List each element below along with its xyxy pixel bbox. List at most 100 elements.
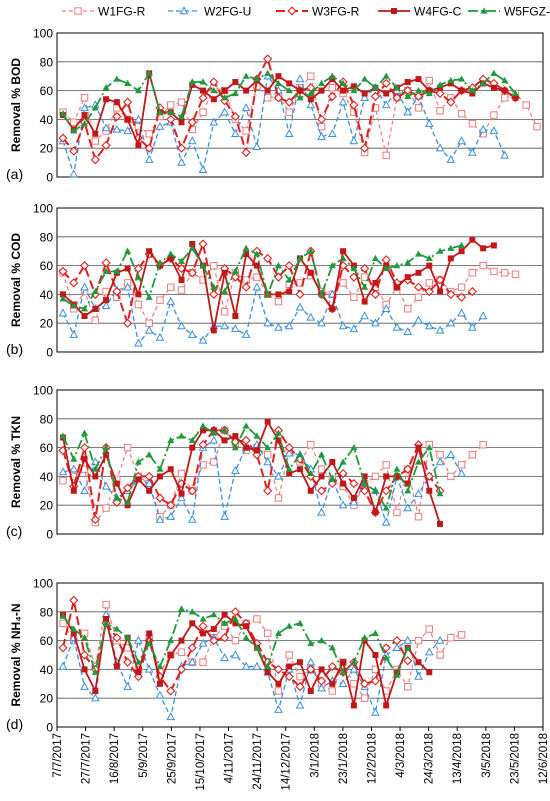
marker-w5fgz-r bbox=[81, 120, 89, 127]
marker-w5fgz-r bbox=[414, 250, 423, 257]
marker-w5fgz-r bbox=[177, 257, 186, 264]
marker-w2fg-u bbox=[241, 103, 251, 112]
marker-w2fg-u bbox=[424, 321, 434, 330]
marker-w4fg-c bbox=[490, 242, 497, 249]
marker-w5fgz-r bbox=[102, 619, 110, 626]
marker-w5fgz-r bbox=[404, 92, 412, 99]
marker-w5fgz-r bbox=[361, 283, 369, 290]
marker-w1fg-r bbox=[134, 300, 143, 309]
marker-w4fg-c bbox=[167, 466, 174, 473]
marker-w4fg-c bbox=[135, 476, 142, 483]
marker-w4fg-c bbox=[350, 702, 357, 709]
marker-w5fgz-r bbox=[393, 465, 401, 472]
marker-w2fg-u bbox=[392, 643, 402, 651]
marker-w5fgz-r bbox=[425, 443, 433, 451]
x-tick-label: 7/7/2017 bbox=[52, 733, 64, 778]
marker-w2fg-u bbox=[457, 136, 466, 145]
marker-w1fg-r bbox=[80, 94, 89, 102]
marker-w2fg-u bbox=[424, 118, 434, 127]
marker-w5fgz-r bbox=[328, 644, 336, 651]
marker-w4fg-c bbox=[200, 630, 207, 637]
marker-w5fgz-r bbox=[124, 498, 132, 505]
marker-w5fgz-r bbox=[371, 487, 379, 494]
marker-w3fg-r bbox=[381, 78, 391, 88]
marker-w4fg-c bbox=[70, 487, 77, 494]
marker-w2fg-u bbox=[295, 302, 305, 311]
marker-w3fg-r bbox=[295, 682, 305, 692]
marker-w2fg-u bbox=[295, 74, 305, 83]
marker-w4fg-c bbox=[167, 652, 174, 659]
marker-w5fgz-r bbox=[70, 127, 78, 134]
marker-w2fg-u bbox=[144, 664, 154, 673]
marker-w5fgz-r bbox=[221, 94, 229, 101]
y-tick-label: 20 bbox=[40, 499, 54, 513]
marker-w2fg-u bbox=[306, 100, 316, 109]
marker-w3fg-r bbox=[327, 91, 337, 101]
marker-w4fg-c bbox=[480, 245, 487, 252]
marker-w4fg-c bbox=[92, 130, 99, 137]
marker-w5fgz-r bbox=[382, 654, 390, 661]
marker-w1fg-r bbox=[274, 297, 283, 306]
marker-w2fg-u bbox=[112, 124, 122, 133]
legend-label: W4FG-C bbox=[414, 5, 462, 19]
marker-w2fg-u bbox=[166, 712, 176, 721]
marker-w4fg-c bbox=[340, 248, 347, 255]
marker-w2fg-u bbox=[274, 322, 283, 331]
marker-w4fg-c bbox=[178, 490, 185, 497]
marker-w5fgz-r bbox=[318, 636, 326, 644]
marker-w4fg-c bbox=[275, 680, 282, 687]
panel-label: (b) bbox=[6, 341, 23, 357]
x-axis: 7/7/2017 27/7/2017 16/8/2017 5/9/2017 25/9/2… bbox=[52, 727, 550, 791]
marker-w4fg-c bbox=[253, 262, 260, 269]
marker-w2fg-u bbox=[144, 478, 154, 487]
series-line bbox=[62, 425, 441, 509]
marker-w5fgz-r bbox=[145, 69, 153, 76]
marker-w2fg-u bbox=[177, 493, 186, 502]
marker-w2fg-u bbox=[306, 312, 316, 321]
marker-w3fg-r bbox=[338, 468, 348, 479]
marker-w4fg-c bbox=[307, 96, 314, 103]
y-tick-label: 80 bbox=[40, 55, 54, 69]
marker-w2fg-u bbox=[80, 282, 89, 291]
marker-w2fg-u bbox=[435, 457, 445, 466]
marker-w2fg-u bbox=[187, 657, 197, 666]
marker-w5fgz-r bbox=[231, 267, 239, 274]
marker-w5fgz-r bbox=[511, 89, 519, 97]
marker-w5fgz-r bbox=[414, 86, 423, 94]
marker-w4fg-c bbox=[210, 626, 217, 633]
marker-w5fgz-r bbox=[339, 79, 347, 86]
marker-w4fg-c bbox=[81, 112, 88, 119]
marker-w2fg-u bbox=[144, 325, 154, 334]
marker-w4fg-c bbox=[393, 284, 400, 291]
marker-w4fg-c bbox=[189, 620, 196, 627]
marker-w4fg-c bbox=[426, 262, 433, 269]
marker-w2fg-u bbox=[241, 329, 251, 338]
marker-w4fg-c bbox=[232, 312, 239, 319]
marker-w3fg-r bbox=[273, 93, 284, 103]
marker-w3fg-r bbox=[370, 676, 380, 686]
marker-w5fgz-r bbox=[458, 75, 466, 82]
marker-w2fg-u bbox=[252, 142, 262, 150]
marker-w3fg-r bbox=[284, 97, 294, 107]
series-w4fg-c bbox=[60, 418, 444, 527]
marker-w4fg-c bbox=[146, 630, 153, 637]
marker-w2fg-u bbox=[198, 165, 208, 173]
series-w5fgz-r bbox=[59, 241, 466, 312]
marker-w1fg-r bbox=[210, 261, 218, 270]
marker-w4fg-c bbox=[243, 444, 250, 451]
marker-w5fgz-r bbox=[167, 250, 175, 257]
marker-w2fg-u bbox=[252, 661, 262, 670]
marker-w3fg-r bbox=[424, 471, 434, 481]
marker-w2fg-u bbox=[468, 147, 477, 156]
marker-w3fg-r bbox=[58, 266, 68, 276]
marker-w5fgz-r bbox=[113, 75, 121, 82]
marker-w4fg-c bbox=[124, 265, 131, 272]
marker-w4fg-c bbox=[103, 451, 110, 458]
marker-w5fgz-r bbox=[70, 625, 78, 632]
marker-w1fg-r bbox=[382, 461, 390, 469]
marker-w2fg-u bbox=[220, 321, 229, 330]
marker-w5fgz-r bbox=[199, 261, 207, 269]
marker-w5fgz-r bbox=[350, 658, 358, 665]
marker-w2fg-u bbox=[58, 308, 68, 317]
marker-w3fg-r bbox=[176, 664, 187, 674]
